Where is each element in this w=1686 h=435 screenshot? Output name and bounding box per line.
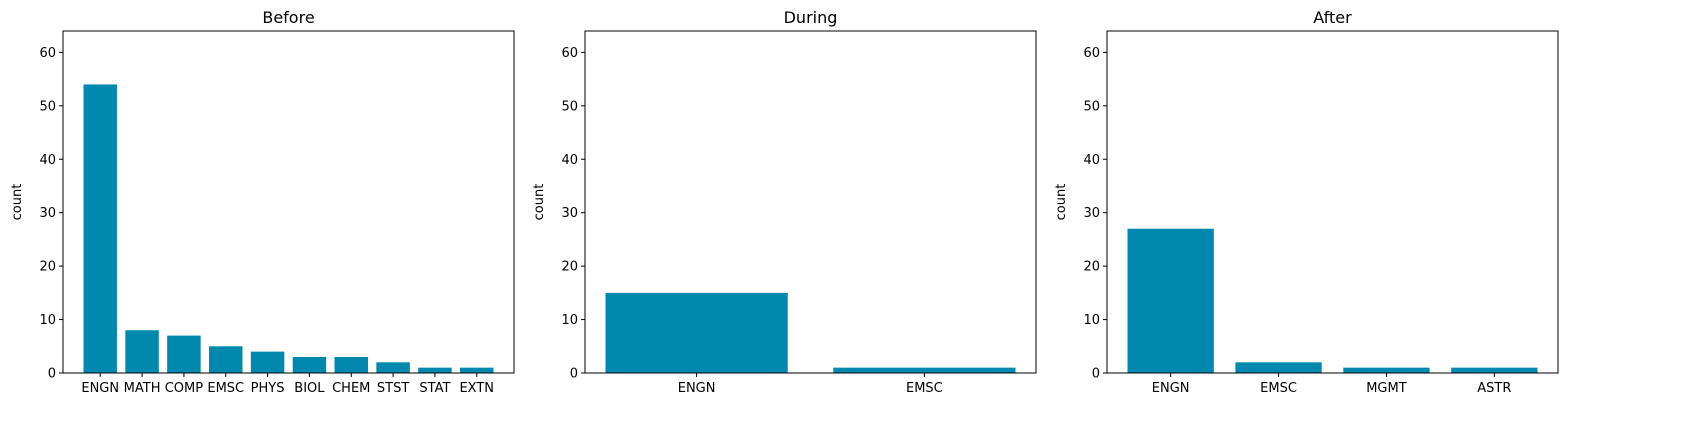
x-tick-label-math: MATH — [124, 381, 161, 396]
y-tick-label: 40 — [39, 153, 56, 168]
y-tick-label: 10 — [39, 313, 56, 328]
y-tick-label: 30 — [1083, 206, 1100, 221]
bar-biol — [292, 356, 327, 373]
y-tick-label: 40 — [1083, 153, 1100, 168]
bar-extn — [460, 367, 494, 373]
y-tick-label: 10 — [561, 313, 578, 328]
chart-panel-after: After ENGN EMSC MGMT ASTR 0 10 20 30 40 50 60 count — [1054, 8, 1559, 396]
chart-title: During — [784, 8, 838, 27]
y-tick-label: 0 — [1092, 367, 1100, 382]
y-tick-label: 30 — [39, 206, 56, 221]
x-tick-label-emsc: EMSC — [906, 381, 943, 396]
chart-title: After — [1313, 8, 1352, 27]
bar-stat — [418, 367, 452, 373]
y-tick-label: 60 — [39, 46, 56, 61]
x-tick-label-astr: ASTR — [1477, 381, 1511, 396]
x-tick-label-mgmt: MGMT — [1366, 381, 1407, 396]
axes-frame — [584, 30, 1037, 374]
axes-frame — [1106, 30, 1559, 374]
x-tick-label-engn: ENGN — [81, 381, 119, 396]
x-tick-label-engn: ENGN — [1152, 381, 1190, 396]
x-tick-label-engn: ENGN — [678, 381, 716, 396]
y-axis-label: count — [532, 184, 547, 221]
y-axis-label: count — [10, 184, 25, 221]
bar-mgmt — [1343, 367, 1430, 373]
y-tick-label: 20 — [39, 260, 56, 275]
bar-stst — [376, 362, 410, 373]
x-tick-label-chem: CHEM — [332, 381, 370, 396]
x-tick-label-stat: STAT — [419, 381, 450, 396]
bar-phys — [250, 351, 285, 373]
y-tick-label: 0 — [48, 367, 56, 382]
chart-panel-during: During ENGN EMSC 0 10 20 30 40 50 60 count — [532, 8, 1037, 396]
x-tick-label-emsc: EMSC — [1260, 381, 1297, 396]
y-axis-label: count — [1054, 184, 1069, 221]
bar-comp — [167, 335, 201, 373]
bar-engn — [83, 84, 117, 373]
bar-emsc — [1235, 362, 1322, 373]
y-tick-label: 20 — [561, 260, 578, 275]
x-tick-label-extn: EXTN — [459, 381, 494, 396]
bar-engn — [605, 292, 788, 373]
chart-panel-before: Before ENGN MATH COMP EMSC PHYS BIOL CHEM STST ST… — [10, 8, 515, 396]
y-tick-label: 30 — [561, 206, 578, 221]
y-tick-label: 60 — [1083, 46, 1100, 61]
y-tick-label: 10 — [1083, 313, 1100, 328]
x-tick-label-biol: BIOL — [294, 381, 325, 396]
bar-engn — [1127, 228, 1214, 373]
x-tick-label-phys: PHYS — [251, 381, 285, 396]
bar-math — [125, 330, 159, 373]
x-tick-label-emsc: EMSC — [207, 381, 244, 396]
bar-astr — [1451, 367, 1538, 373]
y-tick-label: 60 — [561, 46, 578, 61]
y-tick-label: 50 — [1083, 99, 1100, 114]
y-tick-label: 50 — [561, 99, 578, 114]
axes-frame — [62, 30, 515, 374]
chart-title: Before — [262, 8, 314, 27]
y-tick-label: 0 — [570, 367, 578, 382]
bar-emsc — [209, 346, 243, 373]
y-tick-label: 40 — [561, 153, 578, 168]
y-tick-label: 20 — [1083, 260, 1100, 275]
y-tick-label: 50 — [39, 99, 56, 114]
x-tick-label-comp: COMP — [165, 381, 204, 396]
bar-emsc — [833, 367, 1016, 373]
x-tick-label-stst: STST — [377, 381, 409, 396]
bar-chem — [334, 356, 368, 373]
